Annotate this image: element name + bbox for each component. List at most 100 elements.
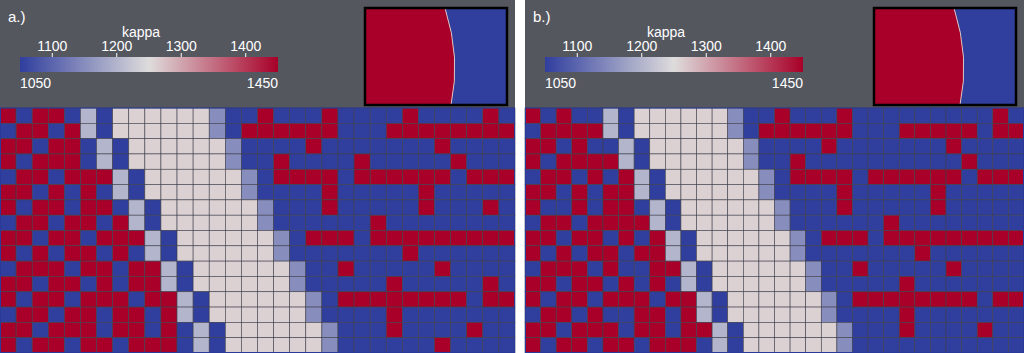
cell (852, 108, 868, 123)
cell (697, 261, 713, 276)
cell (775, 261, 791, 276)
cell (354, 169, 370, 184)
cell (483, 185, 499, 200)
cell (499, 261, 515, 276)
cell (32, 154, 48, 169)
cell (930, 292, 946, 307)
cell (80, 108, 96, 123)
cell (64, 215, 80, 230)
cell (193, 169, 209, 184)
cell (306, 261, 322, 276)
colorbar (545, 57, 803, 72)
cell (587, 231, 603, 246)
cell (681, 246, 697, 261)
cell (962, 185, 978, 200)
cell (899, 261, 915, 276)
cell (821, 261, 837, 276)
cell (258, 154, 274, 169)
cell (354, 261, 370, 276)
cell (483, 322, 499, 337)
cell (113, 154, 129, 169)
cell (370, 231, 386, 246)
cell (650, 322, 666, 337)
cell (48, 292, 64, 307)
cell (338, 261, 354, 276)
cell (451, 246, 467, 261)
cell (467, 276, 483, 291)
cell (650, 246, 666, 261)
cell (225, 322, 241, 337)
cell (728, 292, 744, 307)
cell (993, 231, 1009, 246)
cell (418, 139, 434, 154)
cell (790, 200, 806, 215)
cell (113, 123, 129, 138)
cell (993, 123, 1009, 138)
cell (451, 292, 467, 307)
cell (177, 292, 193, 307)
cell (32, 123, 48, 138)
cell (603, 123, 619, 138)
cell (681, 123, 697, 138)
cell (899, 338, 915, 353)
cell (541, 292, 557, 307)
cell (0, 231, 16, 246)
cell (556, 185, 572, 200)
cell (1008, 200, 1024, 215)
cell (790, 231, 806, 246)
cell (290, 276, 306, 291)
cell (241, 139, 257, 154)
cell (962, 307, 978, 322)
cell (64, 322, 80, 337)
cell (619, 169, 635, 184)
colorbar (20, 57, 278, 72)
cell (97, 322, 113, 337)
cell (418, 215, 434, 230)
cell (587, 169, 603, 184)
cell (619, 307, 635, 322)
cell (209, 154, 225, 169)
cell (499, 108, 515, 123)
cell (290, 292, 306, 307)
cell (665, 200, 681, 215)
cell (977, 322, 993, 337)
cell (759, 200, 775, 215)
cell (977, 200, 993, 215)
cell (603, 231, 619, 246)
cell (587, 154, 603, 169)
cell (712, 322, 728, 337)
cell (0, 139, 16, 154)
cell (80, 276, 96, 291)
cell (619, 139, 635, 154)
cell (306, 215, 322, 230)
cell (1008, 292, 1024, 307)
cell (370, 139, 386, 154)
cell (572, 185, 588, 200)
cell (402, 169, 418, 184)
cell (525, 261, 541, 276)
cell (852, 292, 868, 307)
cell (930, 307, 946, 322)
cell (418, 123, 434, 138)
cell (290, 307, 306, 322)
grid-frame (1, 108, 515, 353)
cell (161, 169, 177, 184)
cell (899, 185, 915, 200)
colorbar-tick-label: 1100 (37, 38, 67, 54)
cell (48, 123, 64, 138)
cell (852, 307, 868, 322)
cell (712, 123, 728, 138)
cell (619, 261, 635, 276)
cell (712, 292, 728, 307)
cell (193, 246, 209, 261)
cell (697, 231, 713, 246)
cell (435, 185, 451, 200)
cell (225, 292, 241, 307)
cell (483, 200, 499, 215)
cell (884, 322, 900, 337)
cell (258, 276, 274, 291)
cell (274, 307, 290, 322)
cell (541, 123, 557, 138)
cell (930, 108, 946, 123)
cell (322, 231, 338, 246)
